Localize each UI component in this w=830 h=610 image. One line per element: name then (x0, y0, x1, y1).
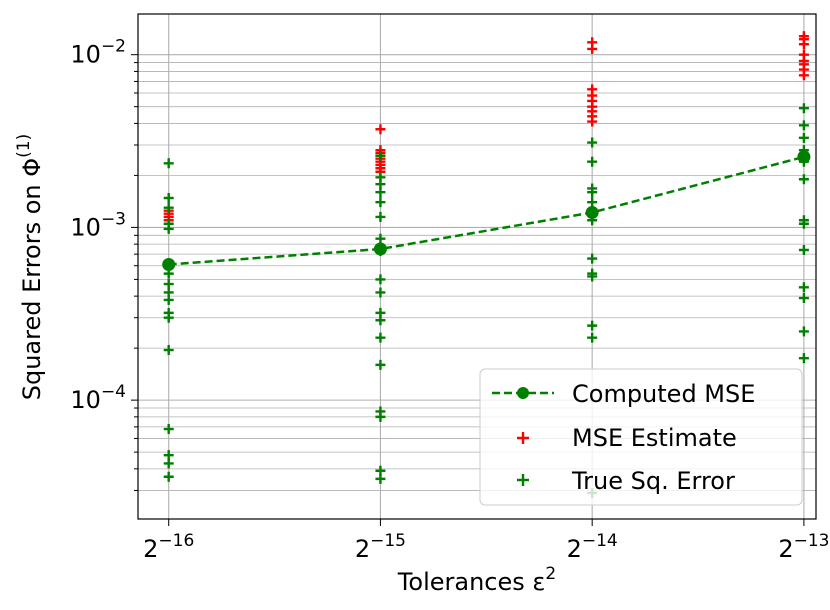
x-tick-label: 2−14 (567, 531, 618, 563)
true-sq-error-marker (798, 120, 809, 131)
mse-estimate-marker (587, 43, 598, 54)
true-sq-error-marker (375, 332, 386, 343)
true-sq-error-marker (163, 424, 174, 435)
true-sq-error-marker (798, 326, 809, 337)
true-sq-error-marker (587, 320, 598, 331)
y-tick-label: 10−4 (70, 382, 126, 414)
true-sq-error-marker (163, 294, 174, 305)
true-sq-error-marker (163, 471, 174, 482)
plot-series (162, 31, 811, 498)
true-sq-error-marker (375, 274, 386, 285)
true-sq-error-marker (587, 332, 598, 343)
true-sq-error-marker (587, 271, 598, 282)
true-sq-error-marker (375, 473, 386, 484)
true-sq-error-marker (163, 279, 174, 290)
legend-item-computed-mse: Computed MSE (492, 380, 755, 408)
true-sq-error-marker (163, 345, 174, 356)
legend-item-mse-estimate: MSE Estimate (517, 424, 737, 452)
true-sq-error-marker (587, 197, 598, 208)
axis-ticks: 2−16 2−15 2−14 2−13 10−4 10−3 10−2 (70, 37, 829, 563)
x-tick-label: 2−16 (143, 531, 194, 563)
true-sq-error-marker (375, 315, 386, 326)
computed-mse-point (797, 150, 811, 164)
true-sq-error-marker (587, 137, 598, 148)
mse-estimate-marker (587, 116, 598, 127)
true-sq-error-marker (798, 103, 809, 114)
mse-estimate-marker (798, 39, 809, 50)
true-sq-error-marker (163, 192, 174, 203)
computed-mse-point (162, 257, 176, 271)
legend-label-true-sq-error: True Sq. Error (571, 467, 735, 495)
true-sq-error-marker (587, 187, 598, 198)
x-axis-label: Tolerances ε2 (397, 564, 556, 596)
legend: Computed MSE MSE Estimate True Sq. Error (479, 368, 803, 506)
y-tick-label: 10−3 (70, 209, 126, 241)
true-sq-error-marker (375, 287, 386, 298)
computed-mse-line (168, 155, 805, 266)
true-sq-error-marker (798, 293, 809, 304)
true-sq-error-marker (587, 156, 598, 167)
legend-label-mse-estimate: MSE Estimate (572, 424, 737, 452)
true-sq-error-marker (375, 197, 386, 208)
true-sq-error-marker (798, 132, 809, 143)
true-sq-error-marker (163, 312, 174, 323)
computed-mse-point (585, 205, 599, 219)
true-sq-error-marker (798, 174, 809, 185)
legend-plus-marker-red (517, 432, 529, 444)
true-sq-error-marker (798, 218, 809, 229)
y-tick-label: 10−2 (70, 37, 126, 69)
mse-estimate-marker (375, 124, 386, 135)
true-sq-error-marker (798, 244, 809, 255)
x-tick-label: 2−15 (355, 531, 406, 563)
legend-label-computed-mse: Computed MSE (572, 380, 755, 408)
true-sq-error-marker (587, 253, 598, 264)
true-sq-error-marker (375, 187, 386, 198)
true-sq-error-marker (798, 282, 809, 293)
legend-plus-marker-green (517, 474, 529, 486)
true-sq-error-marker (163, 158, 174, 169)
true-sq-error-marker (375, 411, 386, 422)
plot-frame (137, 13, 817, 520)
y-axis-label: Squared Errors on Φ(1) (14, 134, 46, 401)
legend-circle-marker (517, 387, 529, 399)
legend-item-true-sq-error: True Sq. Error (517, 467, 735, 495)
plot-area (162, 31, 811, 498)
legend-box (479, 368, 803, 506)
x-tick-label: 2−13 (778, 531, 829, 563)
true-sq-error-marker (375, 150, 386, 161)
true-sq-error-marker (798, 353, 809, 364)
mse-estimate-marker (798, 70, 809, 81)
true-sq-error-marker (163, 458, 174, 469)
true-sq-error-marker (163, 202, 174, 213)
true-sq-error-marker (375, 211, 386, 222)
true-sq-error-marker (163, 223, 174, 234)
computed-mse-point (373, 242, 387, 256)
true-sq-error-marker (375, 359, 386, 370)
true-sq-error-marker (375, 233, 386, 244)
